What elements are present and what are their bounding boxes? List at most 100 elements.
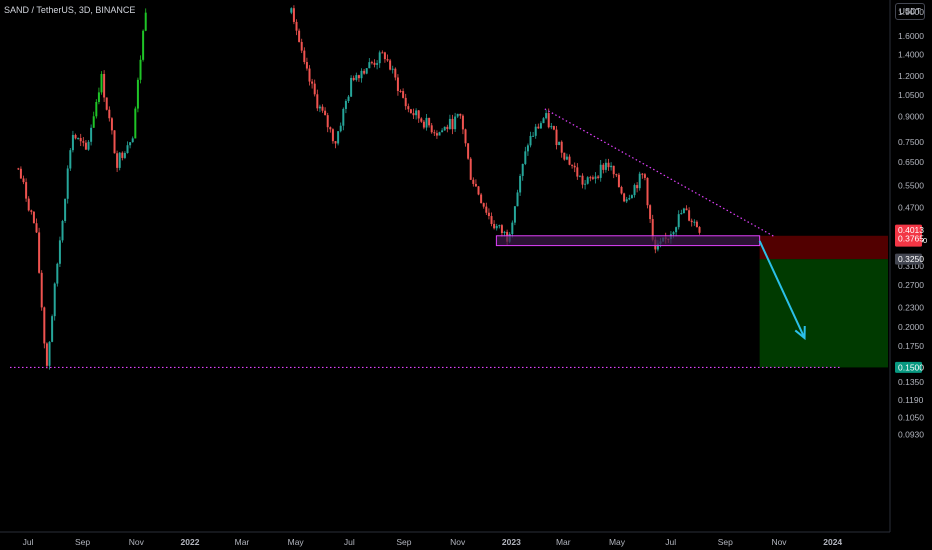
candle-body xyxy=(25,182,28,199)
candle-body xyxy=(74,134,77,139)
x-tick-label: Mar xyxy=(235,537,250,547)
candle-body xyxy=(651,219,654,240)
candle-body xyxy=(558,141,561,146)
candle-body xyxy=(430,125,433,133)
projection-arrow xyxy=(758,240,806,339)
candle-body xyxy=(103,73,106,98)
candle-body xyxy=(66,168,69,199)
y-tick-label: 0.0930 xyxy=(898,429,924,439)
candle-body xyxy=(589,177,592,179)
candle-body xyxy=(474,183,477,187)
candle-body xyxy=(90,127,93,142)
x-tick-label: Jul xyxy=(665,537,676,547)
candle-body xyxy=(368,62,371,69)
candle-body xyxy=(446,126,449,129)
candle-body xyxy=(43,307,46,344)
x-tick-label: Jul xyxy=(344,537,355,547)
candle-body xyxy=(131,138,134,143)
candle-body xyxy=(464,129,467,144)
candle-body xyxy=(435,133,438,136)
candle-body xyxy=(480,194,483,204)
candle-body xyxy=(376,63,379,65)
candle-body xyxy=(331,129,334,142)
candle-body xyxy=(649,205,652,220)
candle-body xyxy=(77,138,80,140)
candle-body xyxy=(22,178,25,183)
candle-body xyxy=(685,208,688,211)
x-tick-label: Sep xyxy=(396,537,411,547)
candle-body xyxy=(422,121,425,128)
candle-body xyxy=(490,216,493,224)
candle-body xyxy=(690,220,693,223)
candle-body xyxy=(318,106,321,109)
candle-body xyxy=(337,131,340,144)
candle-body xyxy=(108,109,111,119)
x-tick-label: Nov xyxy=(450,537,466,547)
candle-body xyxy=(417,110,420,119)
y-tick-label: 0.1750 xyxy=(898,341,924,351)
candle-body xyxy=(576,167,579,177)
candle-body xyxy=(467,143,470,159)
candle-body xyxy=(412,113,415,116)
candle-body xyxy=(38,232,41,273)
symbol-title[interactable]: SAND / TetherUS, 3D, BINANCE xyxy=(4,5,136,15)
candle-body xyxy=(565,156,568,160)
candle-body xyxy=(69,150,72,169)
candle-body xyxy=(643,174,646,178)
candle-body xyxy=(139,59,142,80)
candle-body xyxy=(79,138,82,142)
candle-body xyxy=(581,175,584,185)
candle-body xyxy=(461,115,464,130)
candle-body xyxy=(17,168,20,170)
candle-body xyxy=(53,283,56,317)
projection-arrow-head xyxy=(794,326,806,341)
candle-body xyxy=(389,60,392,70)
candle-body xyxy=(545,113,548,119)
candle-body xyxy=(630,195,633,199)
candle-body xyxy=(638,173,641,189)
candle-body xyxy=(503,231,506,234)
y-tick-label: 1.9000 xyxy=(898,7,924,17)
candle-body xyxy=(617,174,620,187)
y-tick-label: 0.2700 xyxy=(898,280,924,290)
candle-body xyxy=(363,70,366,74)
candle-body xyxy=(459,113,462,116)
candle-body xyxy=(586,177,589,184)
y-tick-label: 1.4000 xyxy=(898,50,924,60)
candle-body xyxy=(324,110,327,116)
y-tick-label: 0.3100 xyxy=(898,261,924,271)
candle-body xyxy=(500,225,503,234)
candle-body xyxy=(402,91,405,98)
candle-body xyxy=(123,153,126,158)
x-tick-label: Nov xyxy=(129,537,145,547)
candle-body xyxy=(95,101,98,117)
x-tick-label: 2023 xyxy=(502,537,521,547)
candle-body xyxy=(71,134,74,151)
candle-body xyxy=(524,151,527,164)
candle-body xyxy=(612,165,615,175)
candle-body xyxy=(591,177,594,179)
candle-body xyxy=(113,130,116,154)
candle-body xyxy=(568,156,571,165)
candle-body xyxy=(105,97,108,110)
candle-body xyxy=(58,240,61,264)
candle-body xyxy=(625,199,628,202)
candle-body xyxy=(615,174,618,176)
x-tick-label: May xyxy=(288,537,305,547)
candle-body xyxy=(428,117,431,126)
target-zone xyxy=(759,259,888,368)
price-label-text: 0.3765 xyxy=(898,234,924,244)
candle-body xyxy=(539,123,542,129)
candle-body xyxy=(555,129,558,146)
x-tick-label: Jul xyxy=(23,537,34,547)
candle-body xyxy=(32,211,35,224)
candle-body xyxy=(290,8,293,13)
candle-body xyxy=(386,59,389,61)
candle-body xyxy=(604,162,607,170)
candle-body xyxy=(513,206,516,223)
price-label-text: 0.4013 xyxy=(898,225,924,235)
candle-body xyxy=(298,30,301,42)
candle-body xyxy=(560,141,563,153)
currency-button[interactable]: USDT xyxy=(895,3,925,20)
